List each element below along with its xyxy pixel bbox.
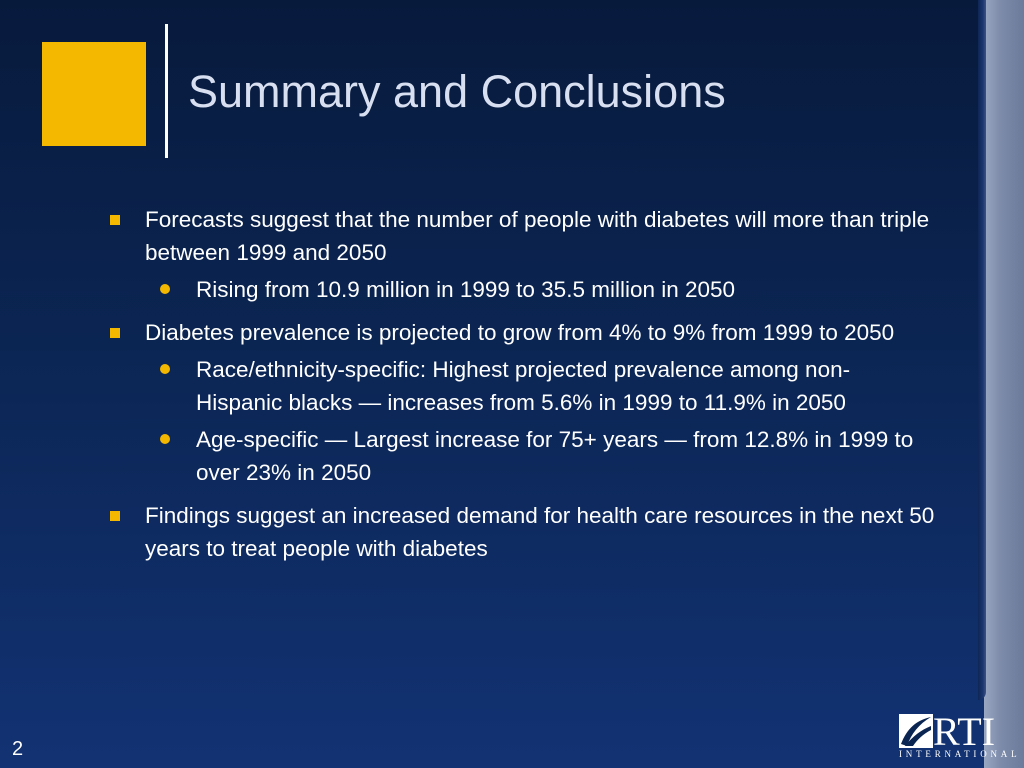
bullet-list: Forecasts suggest that the number of peo…: [100, 203, 960, 575]
square-bullet-icon: [110, 511, 120, 521]
rti-swoosh-icon: [899, 714, 933, 748]
round-bullet-icon: [160, 434, 170, 444]
slide-number: 2: [12, 738, 24, 760]
rti-logo-letters: RTI: [933, 709, 996, 754]
slide-title: Summary and Conclusions: [188, 66, 726, 117]
sub-bullet-text: Race/ethnicity-specific: Highest project…: [196, 357, 851, 415]
rti-logo-subtitle: INTERNATIONAL: [899, 749, 1021, 759]
sub-bullet-item: Age-specific — Largest increase for 75+ …: [100, 423, 916, 489]
right-band-edge: [978, 0, 986, 700]
bullet-text: Forecasts suggest that the number of peo…: [145, 207, 930, 265]
accent-square: [42, 42, 146, 146]
bullet-item: Diabetes prevalence is projected to grow…: [100, 316, 960, 489]
sub-bullet-item: Race/ethnicity-specific: Highest project…: [100, 353, 916, 419]
title-divider: [165, 24, 168, 158]
square-bullet-icon: [110, 215, 120, 225]
bullet-item: Forecasts suggest that the number of peo…: [100, 203, 960, 306]
sub-bullet-text: Age-specific — Largest increase for 75+ …: [196, 427, 914, 485]
rti-logo: RTI INTERNATIONAL: [895, 712, 1017, 762]
bullet-text: Findings suggest an increased demand for…: [145, 503, 935, 561]
round-bullet-icon: [160, 364, 170, 374]
bullet-text: Diabetes prevalence is projected to grow…: [145, 320, 895, 345]
sub-bullet-item: Rising from 10.9 million in 1999 to 35.5…: [100, 273, 916, 306]
round-bullet-icon: [160, 284, 170, 294]
square-bullet-icon: [110, 328, 120, 338]
bullet-item: Findings suggest an increased demand for…: [100, 499, 960, 565]
sub-bullet-list: Rising from 10.9 million in 1999 to 35.5…: [145, 273, 960, 306]
sub-bullet-text: Rising from 10.9 million in 1999 to 35.5…: [196, 277, 736, 302]
right-decorative-band: [984, 0, 1024, 768]
sub-bullet-list: Race/ethnicity-specific: Highest project…: [145, 353, 960, 489]
